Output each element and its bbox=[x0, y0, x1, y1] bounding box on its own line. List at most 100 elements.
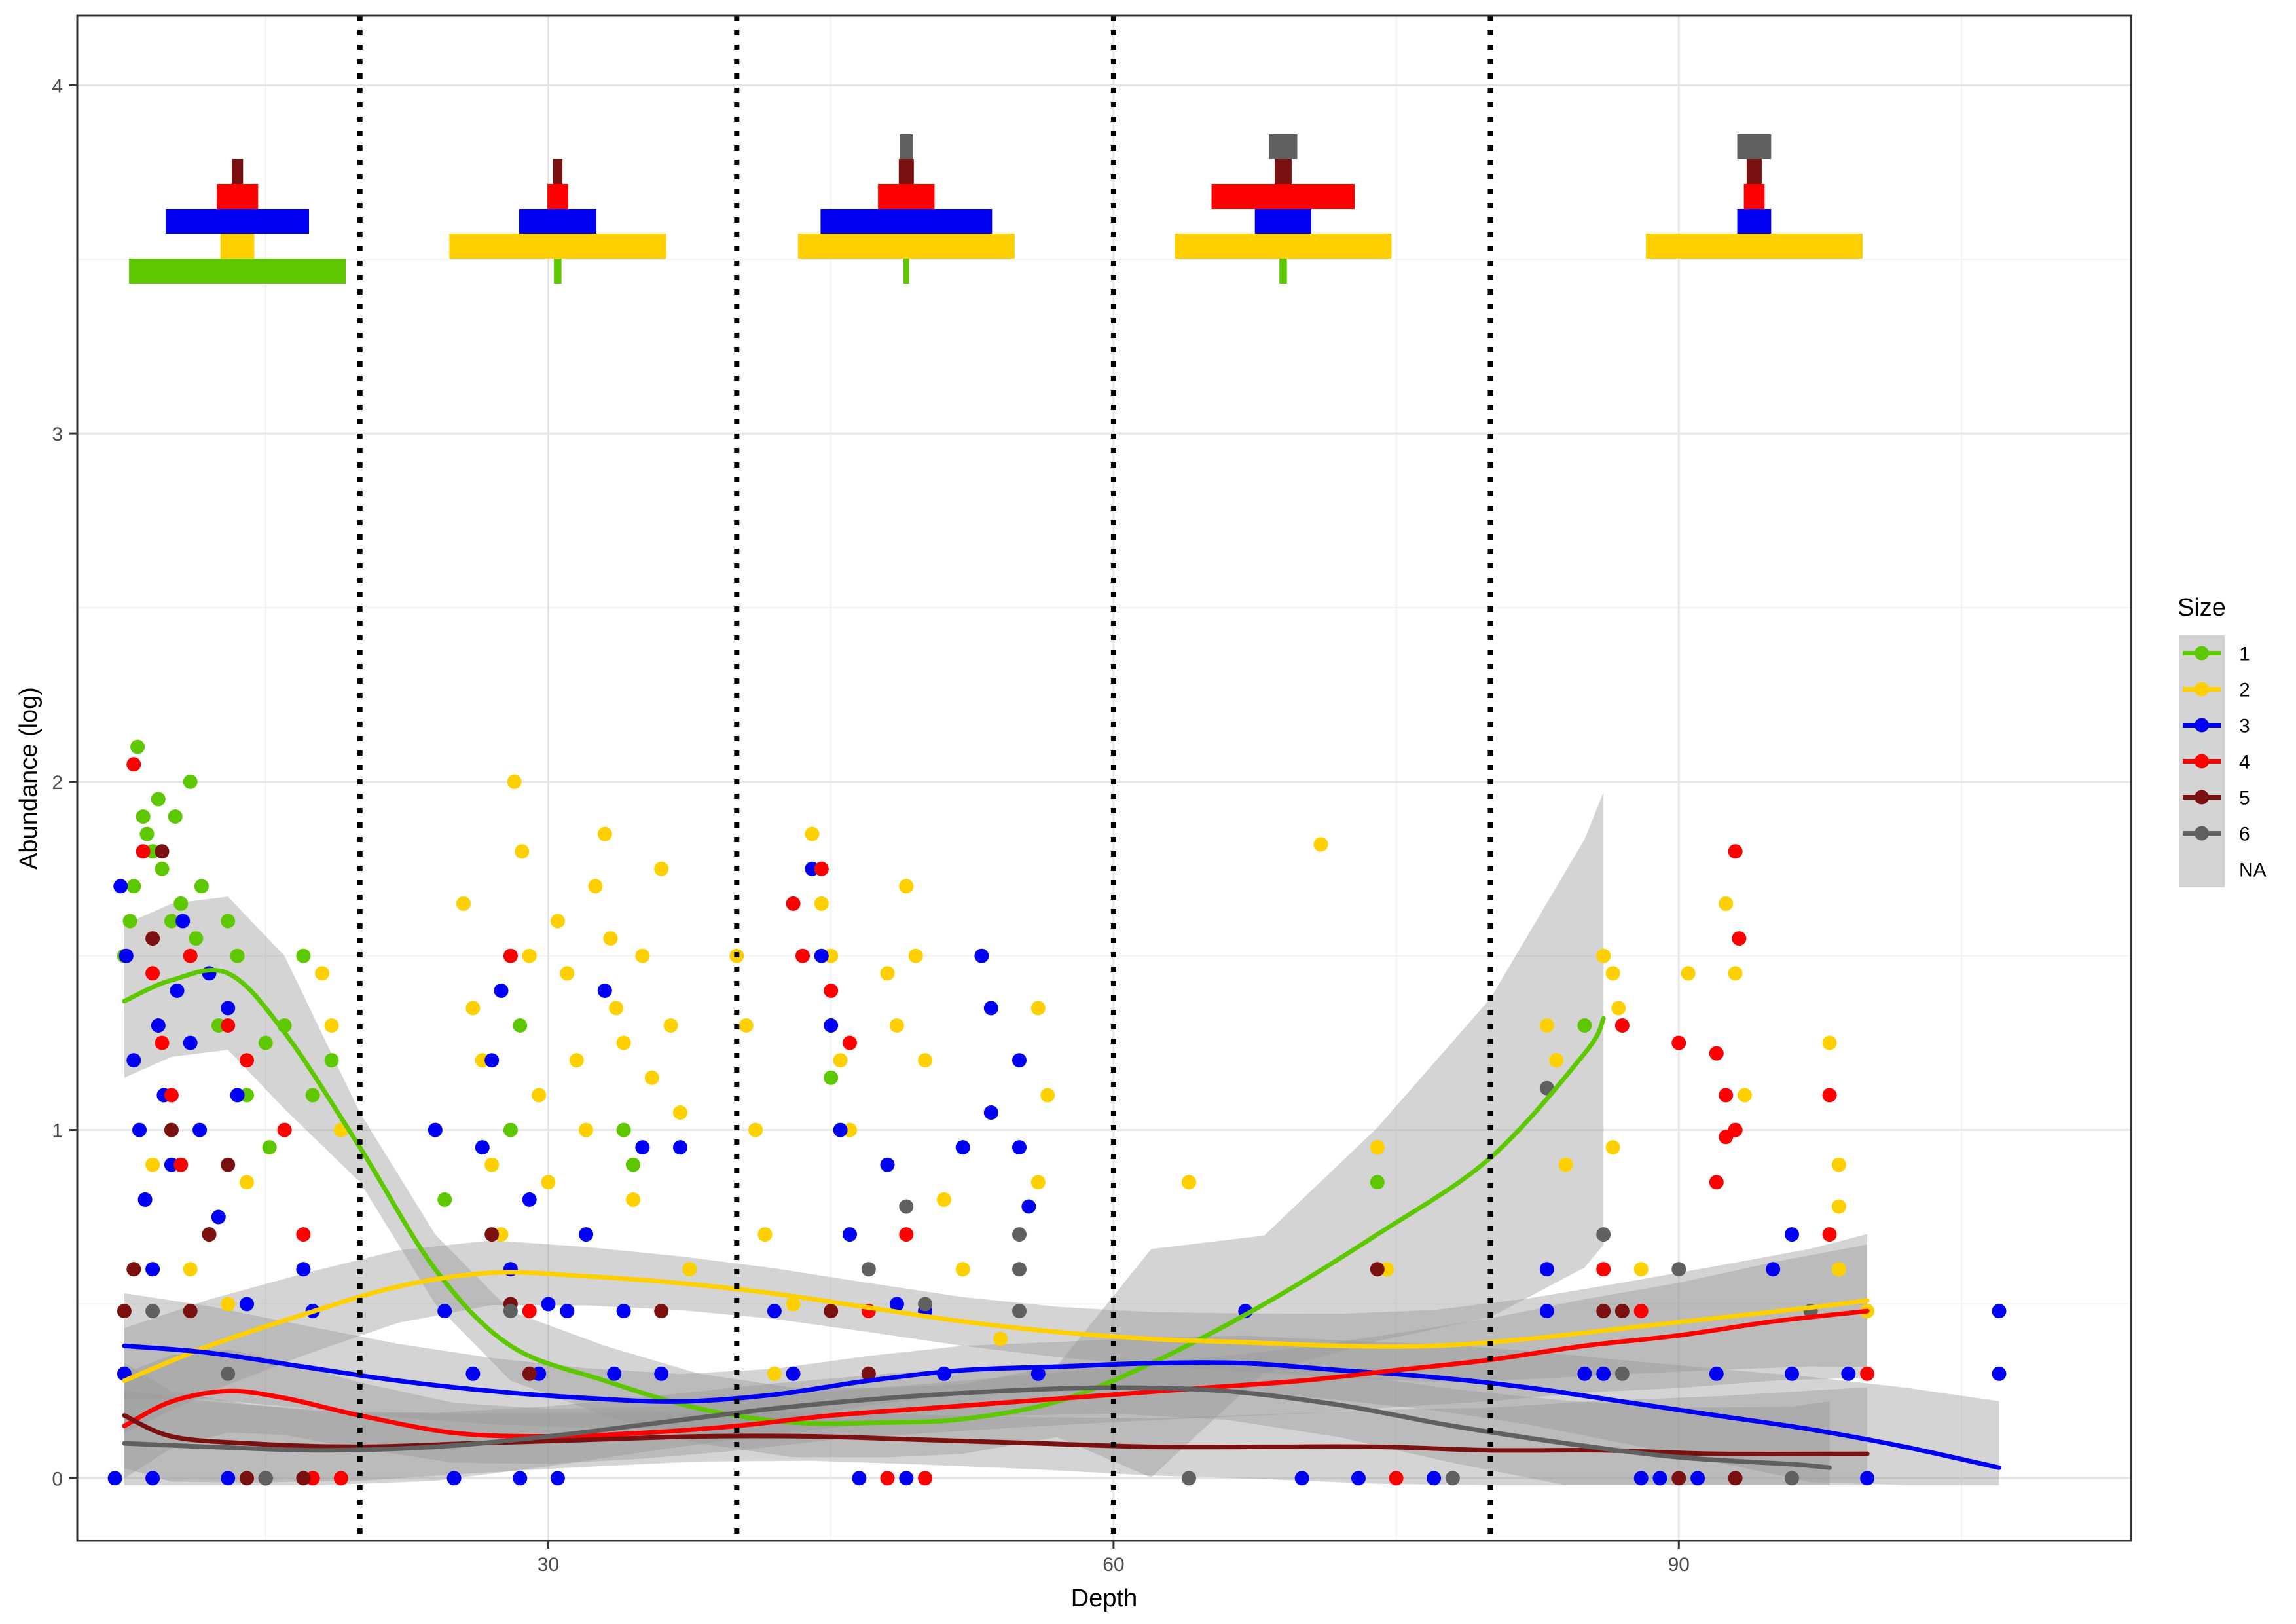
point-size-1 bbox=[503, 1122, 518, 1137]
point-size-4 bbox=[155, 1035, 170, 1050]
point-size-3 bbox=[560, 1304, 575, 1319]
point-size-3 bbox=[484, 1053, 500, 1068]
point-size-2 bbox=[805, 826, 820, 841]
point-size-3 bbox=[833, 1122, 848, 1137]
point-size-4 bbox=[1633, 1304, 1649, 1319]
point-size-2 bbox=[532, 1088, 547, 1103]
y-tick-label: 2 bbox=[52, 772, 63, 794]
point-size-2 bbox=[682, 1262, 697, 1277]
size-bar-section3-size2 bbox=[797, 234, 1015, 259]
point-size-3 bbox=[1351, 1471, 1366, 1486]
smooth-line-size-6 bbox=[122, 1385, 1832, 1470]
point-size-2 bbox=[183, 1262, 198, 1277]
point-size-1 bbox=[221, 913, 236, 929]
point-size-2 bbox=[1370, 1140, 1385, 1155]
point-size-5 bbox=[221, 1157, 236, 1172]
point-size-4 bbox=[1389, 1471, 1404, 1486]
point-size-3 bbox=[126, 1053, 141, 1068]
point-size-2 bbox=[603, 931, 618, 946]
point-size-1 bbox=[130, 739, 145, 754]
size-bar-section2-size4 bbox=[547, 184, 568, 209]
point-size-5 bbox=[126, 1262, 141, 1277]
point-size-1 bbox=[296, 948, 311, 963]
point-size-1 bbox=[189, 931, 204, 946]
point-size-6 bbox=[1012, 1227, 1027, 1242]
size-bar-section4-size6 bbox=[1269, 134, 1298, 159]
section-divider-lines bbox=[357, 16, 1493, 1541]
point-size-3 bbox=[1766, 1262, 1781, 1277]
point-size-2 bbox=[550, 913, 565, 929]
point-size-5 bbox=[484, 1227, 500, 1242]
ribbon-size-4 bbox=[124, 1244, 1868, 1479]
point-size-2 bbox=[484, 1157, 500, 1172]
point-size-3 bbox=[579, 1227, 594, 1242]
point-size-1 bbox=[168, 809, 183, 824]
point-size-3 bbox=[673, 1140, 687, 1155]
point-size-3 bbox=[1427, 1471, 1442, 1486]
size-bar-section2-size5 bbox=[553, 159, 563, 184]
point-size-2 bbox=[240, 1175, 254, 1190]
legend-key-point bbox=[2195, 790, 2209, 805]
point-size-2 bbox=[1313, 837, 1328, 852]
smooth-line-size-5 bbox=[122, 1413, 1870, 1456]
point-size-4 bbox=[503, 948, 518, 963]
point-size-1 bbox=[824, 1070, 839, 1085]
point-size-4 bbox=[1596, 1262, 1611, 1277]
size-bar-section5-size2 bbox=[1645, 234, 1863, 259]
size-bar-section3-size6 bbox=[900, 134, 913, 159]
point-size-4 bbox=[1728, 844, 1743, 859]
point-size-3 bbox=[889, 1297, 904, 1312]
point-size-4 bbox=[522, 1304, 537, 1319]
size-bar-section1-size3 bbox=[166, 209, 309, 234]
point-size-2 bbox=[1611, 1001, 1626, 1016]
point-size-3 bbox=[428, 1122, 443, 1137]
point-size-2 bbox=[748, 1122, 763, 1137]
size-bar-section5-size3 bbox=[1737, 209, 1772, 234]
size-bar-section3-size4 bbox=[878, 184, 935, 209]
size-bar-section4-size4 bbox=[1211, 184, 1355, 209]
point-size-2 bbox=[955, 1262, 970, 1277]
smooth-line-size-2 bbox=[122, 1270, 1870, 1383]
ribbon-size-1 bbox=[124, 792, 1604, 1478]
point-size-3 bbox=[145, 1262, 160, 1277]
point-size-6 bbox=[1785, 1471, 1799, 1486]
point-size-5 bbox=[824, 1304, 839, 1319]
point-size-3 bbox=[1021, 1199, 1036, 1214]
panel-border bbox=[76, 14, 2132, 1542]
point-size-3 bbox=[1012, 1140, 1027, 1155]
y-tick-label: 3 bbox=[52, 424, 63, 445]
point-size-1 bbox=[183, 774, 198, 789]
point-size-3 bbox=[1785, 1227, 1799, 1242]
smooth-line-size-1 bbox=[122, 967, 1606, 1426]
point-size-1 bbox=[194, 879, 209, 894]
point-size-2 bbox=[899, 879, 914, 894]
size-bar-section3-size5 bbox=[898, 159, 914, 184]
y-tick-label: 0 bbox=[52, 1468, 63, 1490]
point-size-3 bbox=[296, 1262, 311, 1277]
point-size-6 bbox=[899, 1199, 914, 1214]
point-size-2 bbox=[221, 1297, 236, 1312]
point-size-3 bbox=[550, 1471, 565, 1486]
point-size-2 bbox=[324, 1018, 339, 1033]
legend: Size 1 2 3 4 5 6 NA bbox=[2178, 594, 2267, 887]
point-size-2 bbox=[786, 1297, 801, 1312]
point-size-3 bbox=[221, 1471, 236, 1486]
point-size-5 bbox=[1614, 1304, 1630, 1319]
point-size-3 bbox=[786, 1366, 801, 1381]
point-size-5 bbox=[117, 1304, 132, 1319]
x-axis-label: Depth bbox=[1071, 1585, 1137, 1612]
point-size-4 bbox=[1822, 1227, 1837, 1242]
point-size-6 bbox=[1596, 1227, 1611, 1242]
point-size-2 bbox=[936, 1192, 951, 1207]
point-size-1 bbox=[262, 1140, 277, 1155]
point-size-2 bbox=[597, 826, 612, 841]
point-size-3 bbox=[513, 1471, 528, 1486]
point-size-4 bbox=[1719, 1088, 1734, 1103]
legend-item-label: 4 bbox=[2239, 752, 2250, 773]
legend-key-point bbox=[2195, 718, 2209, 733]
point-size-1 bbox=[513, 1018, 528, 1033]
size-bar-section4-size5 bbox=[1275, 159, 1292, 184]
point-size-5 bbox=[1728, 1471, 1743, 1486]
